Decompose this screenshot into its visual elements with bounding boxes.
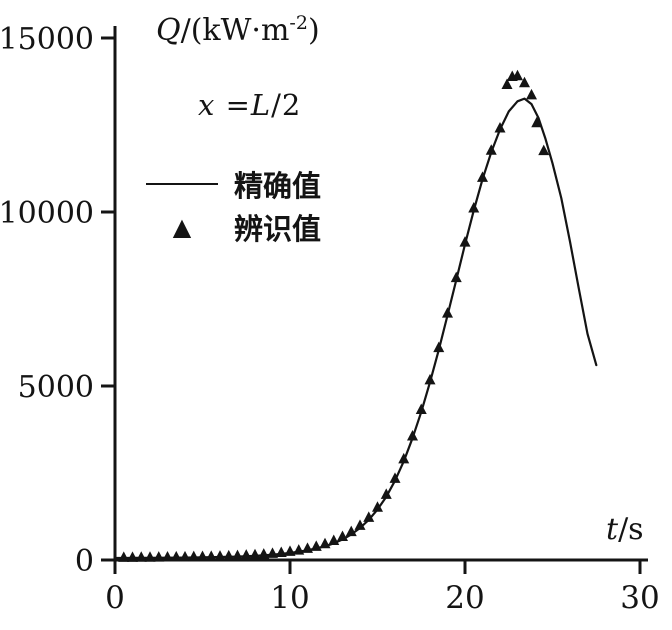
series-marker-identified xyxy=(170,550,182,562)
series-marker-identified xyxy=(118,551,130,562)
series-marker-identified xyxy=(153,551,165,562)
series-marker-identified xyxy=(424,373,436,385)
series-marker-identified xyxy=(135,551,147,562)
series-marker-identified xyxy=(284,545,296,556)
series-marker-identified xyxy=(337,530,348,542)
legend-line-marker xyxy=(146,182,218,185)
series-marker-identified xyxy=(442,307,453,318)
series-marker-identified xyxy=(433,341,445,353)
series-marker-identified xyxy=(398,452,410,464)
x-tick-label: 0 xyxy=(105,580,125,616)
annotation-variable: x xyxy=(198,88,216,122)
y-tick-label: 15000 xyxy=(0,22,94,57)
series-marker-identified xyxy=(302,542,313,553)
x-axis-title: t/s xyxy=(606,512,644,547)
y-axis-units-post: ) xyxy=(307,13,320,48)
series-marker-identified xyxy=(407,429,418,441)
series-marker-identified xyxy=(380,488,392,499)
series-marker-identified xyxy=(127,551,138,562)
y-tick-label: 0 xyxy=(75,544,94,579)
series-marker-identified xyxy=(538,144,550,156)
y-axis-units-exponent: -2 xyxy=(289,12,308,34)
series-marker-identified xyxy=(179,550,191,562)
series-marker-identified xyxy=(485,144,497,155)
series-marker-identified xyxy=(450,271,462,283)
series-marker-identified xyxy=(363,511,375,522)
series-marker-identified xyxy=(162,551,173,562)
series-marker-identified xyxy=(389,472,401,483)
series-marker-identified xyxy=(205,550,217,561)
x-tick-label: 10 xyxy=(270,580,309,616)
series-marker-identified xyxy=(214,550,226,561)
series-marker-identified xyxy=(188,550,200,562)
series-marker-identified xyxy=(232,549,243,561)
annotation-value: L xyxy=(250,88,272,122)
x-axis-symbol: t xyxy=(606,512,619,547)
y-tick-label: 10000 xyxy=(0,196,94,231)
series-marker-identified xyxy=(372,501,383,512)
series-marker-identified xyxy=(415,403,427,415)
series-marker-identified xyxy=(468,202,480,213)
series-marker-identified xyxy=(240,549,252,560)
annotation-equals: = xyxy=(225,88,251,122)
legend-label-exact: 精确值 xyxy=(234,168,322,203)
legend-item-exact: 精确值 xyxy=(146,162,321,205)
y-axis-symbol: Q xyxy=(156,13,181,48)
legend-triangle-icon: ▲ xyxy=(172,212,192,241)
x-tick-label: 20 xyxy=(445,580,484,616)
series-marker-identified xyxy=(310,540,322,551)
series-marker-identified xyxy=(144,551,156,562)
series-marker-identified xyxy=(328,534,340,546)
legend: 精确值 ▲ 辨识值 xyxy=(146,162,321,248)
legend-item-identified: ▲ 辨识值 xyxy=(146,205,321,248)
series-marker-identified xyxy=(197,550,208,562)
series-marker-identified xyxy=(319,537,331,549)
series-marker-identified xyxy=(477,171,488,182)
series-marker-identified xyxy=(512,69,523,81)
y-axis-units-pre: /(kW·m xyxy=(180,13,290,48)
series-marker-identified xyxy=(531,116,543,128)
series-marker-identified xyxy=(501,78,513,89)
x-tick-label: 30 xyxy=(620,580,659,616)
series-marker-identified xyxy=(526,88,537,100)
series-marker-identified xyxy=(258,548,270,559)
series-marker-identified xyxy=(494,121,506,133)
y-tick-label: 5000 xyxy=(18,370,94,405)
series-marker-identified xyxy=(275,546,287,557)
series-marker-identified xyxy=(293,544,305,555)
x-axis-units: /s xyxy=(618,512,644,547)
legend-label-identified: 辨识值 xyxy=(234,211,322,246)
series-marker-identified xyxy=(267,547,278,558)
series-marker-identified xyxy=(249,548,261,560)
series-marker-identified xyxy=(223,549,235,561)
series-marker-identified xyxy=(459,236,471,247)
series-marker-identified xyxy=(354,519,366,530)
series-marker-identified xyxy=(345,525,357,537)
y-axis-title: Q/(kW·m-2) xyxy=(156,12,320,48)
position-annotation: x =L/2 xyxy=(198,88,301,122)
annotation-rest: /2 xyxy=(271,88,302,122)
series-marker-identified xyxy=(519,76,530,88)
